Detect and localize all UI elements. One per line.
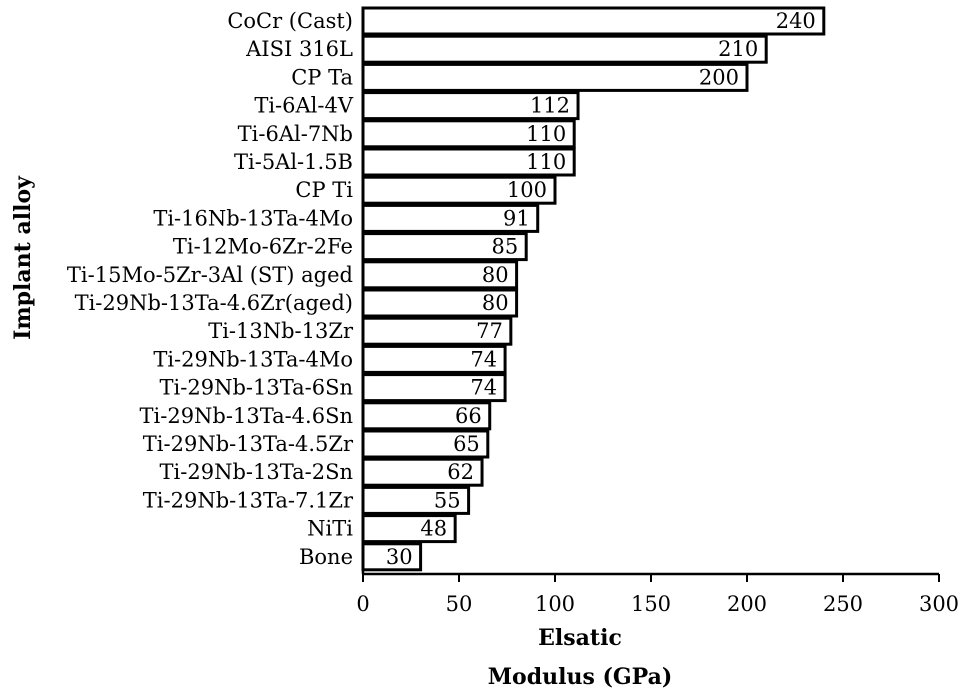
x-tick-label: 200: [727, 592, 767, 616]
category-label: Ti-5Al-1.5B: [234, 150, 353, 174]
value-label: 74: [470, 347, 497, 371]
value-label: 80: [482, 263, 509, 287]
value-label: 91: [503, 206, 530, 230]
category-label: CP Ti: [295, 178, 353, 202]
axes-group: 0 50 100 150 200 250 300: [356, 7, 959, 616]
value-label: 85: [491, 235, 518, 259]
category-label: Ti-15Mo-5Zr-3Al (ST) aged: [67, 263, 353, 287]
bar: [361, 119, 576, 149]
bar: [361, 429, 490, 459]
category-label: Ti-16Nb-13Ta-4Mo: [153, 206, 353, 230]
value-label: 80: [482, 291, 509, 315]
category-label: CoCr (Cast): [227, 9, 353, 33]
x-tick-label: 0: [356, 592, 369, 616]
x-tick-label: 50: [446, 592, 473, 616]
category-label: Ti-29Nb-13Ta-4.6Zr(aged): [75, 291, 353, 315]
category-label: CP Ta: [291, 65, 353, 89]
x-tick-label: 300: [919, 592, 959, 616]
value-label: 62: [447, 460, 474, 484]
value-label: 210: [718, 37, 758, 61]
category-label: Ti-29Nb-13Ta-7.1Zr: [143, 488, 354, 512]
bar: [361, 34, 768, 64]
x-axis-title-line1: Elsatic: [538, 625, 622, 651]
value-label: 240: [776, 9, 816, 33]
value-label: 55: [434, 488, 461, 512]
y-axis-title: Implant alloy: [10, 175, 36, 340]
category-label: Ti-29Nb-13Ta-4.6Sn: [140, 404, 353, 428]
x-tick-label: 250: [823, 592, 863, 616]
value-label: 48: [420, 517, 447, 541]
bar: [361, 401, 492, 431]
bar: [361, 62, 749, 92]
value-label: 66: [455, 404, 482, 428]
category-label: Ti-29Nb-13Ta-4Mo: [153, 347, 353, 371]
bar: [361, 6, 826, 36]
value-label: 77: [476, 319, 503, 343]
category-label: Ti-13Nb-13Zr: [208, 319, 354, 343]
value-label: 112: [530, 94, 570, 118]
bar: [361, 203, 540, 233]
value-label: 200: [699, 65, 739, 89]
category-label: Ti-29Nb-13Ta-6Sn: [160, 376, 353, 400]
category-label: Ti-29Nb-13Ta-4.5Zr: [143, 432, 354, 456]
bar: [361, 457, 484, 487]
value-label: 65: [453, 432, 480, 456]
category-label: Ti-12Mo-6Zr-2Fe: [173, 235, 353, 259]
category-label: NiTi: [307, 517, 353, 541]
bars-group: CoCr (Cast) 240 AISI 316L 210 CP Ta 200 Ti-6Al…: [67, 6, 826, 572]
bar: [361, 260, 519, 290]
x-axis-title-line2: Modulus (GPa): [488, 664, 673, 690]
category-label: Ti-6Al-4V: [254, 94, 354, 118]
category-label: Ti-29Nb-13Ta-2Sn: [160, 460, 353, 484]
value-label: 110: [526, 122, 566, 146]
value-label: 100: [507, 178, 547, 202]
x-tick-label: 100: [535, 592, 575, 616]
value-label: 30: [386, 545, 413, 569]
category-label: Ti-6Al-7Nb: [238, 122, 353, 146]
bar: [361, 373, 507, 403]
x-tick-label: 150: [631, 592, 671, 616]
value-label: 110: [526, 150, 566, 174]
value-label: 74: [470, 376, 497, 400]
bar: [361, 147, 576, 177]
category-label: AISI 316L: [245, 37, 353, 61]
category-label: Bone: [299, 545, 353, 569]
